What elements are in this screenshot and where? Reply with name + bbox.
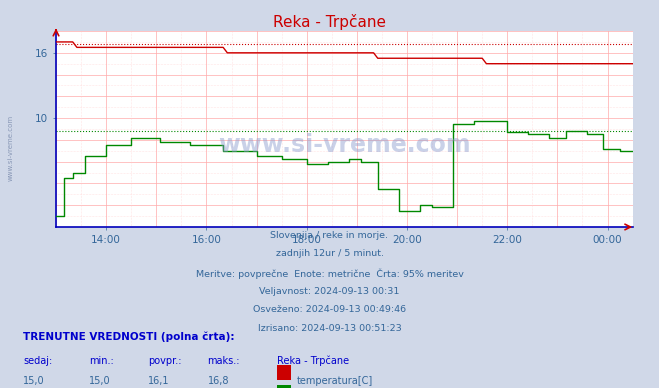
Text: povpr.:: povpr.: <box>148 356 182 366</box>
Text: Reka - Trpčane: Reka - Trpčane <box>277 356 349 366</box>
Text: maks.:: maks.: <box>208 356 240 366</box>
Text: TRENUTNE VREDNOSTI (polna črta):: TRENUTNE VREDNOSTI (polna črta): <box>23 332 235 342</box>
Text: www.si-vreme.com: www.si-vreme.com <box>8 114 14 180</box>
Text: 15,0: 15,0 <box>89 376 111 386</box>
Text: Osveženo: 2024-09-13 00:49:46: Osveženo: 2024-09-13 00:49:46 <box>253 305 406 314</box>
Text: Reka - Trpčane: Reka - Trpčane <box>273 14 386 29</box>
Text: Meritve: povprečne  Enote: metrične  Črta: 95% meritev: Meritve: povprečne Enote: metrične Črta:… <box>196 268 463 279</box>
Text: www.si-vreme.com: www.si-vreme.com <box>218 133 471 157</box>
Text: zadnjih 12ur / 5 minut.: zadnjih 12ur / 5 minut. <box>275 249 384 258</box>
Text: sedaj:: sedaj: <box>23 356 52 366</box>
Text: Slovenija / reke in morje.: Slovenija / reke in morje. <box>270 231 389 240</box>
Text: Veljavnost: 2024-09-13 00:31: Veljavnost: 2024-09-13 00:31 <box>259 287 400 296</box>
Text: Izrisano: 2024-09-13 00:51:23: Izrisano: 2024-09-13 00:51:23 <box>258 324 401 333</box>
Text: 16,8: 16,8 <box>208 376 229 386</box>
Text: min.:: min.: <box>89 356 114 366</box>
Text: 16,1: 16,1 <box>148 376 170 386</box>
Text: temperatura[C]: temperatura[C] <box>297 376 373 386</box>
Text: 15,0: 15,0 <box>23 376 45 386</box>
